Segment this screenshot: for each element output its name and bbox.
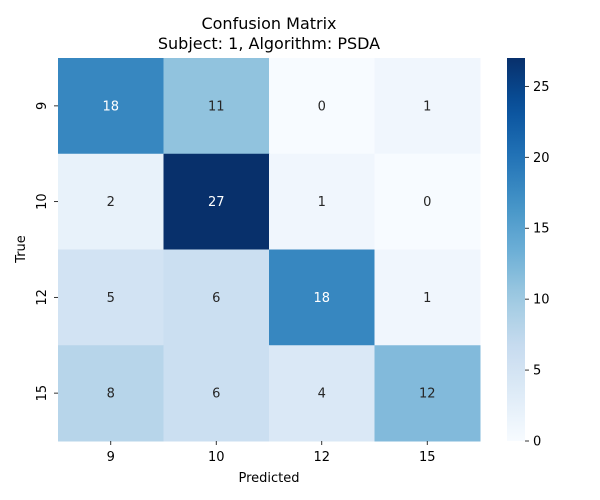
colorbar-tick-label: 15 xyxy=(533,222,550,237)
heatmap-cell xyxy=(163,345,270,442)
heatmap-cell xyxy=(58,345,164,442)
heatmap-cell xyxy=(374,58,481,155)
x-tick-label: 10 xyxy=(208,450,225,465)
cell-value-label: 5 xyxy=(107,291,115,306)
x-axis-label: Predicted xyxy=(238,471,299,486)
colorbar-ticks: 0 5 10 15 20 25 xyxy=(525,80,550,450)
cell-value-label: 18 xyxy=(102,99,119,114)
colorbar-tick-label: 5 xyxy=(533,364,541,379)
cell-value-label: 1 xyxy=(318,195,326,210)
heatmap-cell xyxy=(269,58,375,155)
y-tick-label: 10 xyxy=(35,193,50,210)
cell-value-label: 11 xyxy=(208,99,225,114)
cell-value-label: 6 xyxy=(212,387,220,402)
heatmap-cells xyxy=(58,58,481,442)
y-axis-label: True xyxy=(14,235,29,264)
heatmap-cell xyxy=(58,249,164,346)
chart-title: Confusion Matrix xyxy=(201,14,336,33)
x-tick-label: 9 xyxy=(107,450,115,465)
cell-value-label: 1 xyxy=(423,291,431,306)
heatmap-cell-labels: 18 11 0 12 27 1 05 6 18 18 6 4 12 xyxy=(102,99,435,401)
x-tick-label: 12 xyxy=(313,450,330,465)
y-tick-label: 9 xyxy=(35,102,50,110)
colorbar xyxy=(507,58,525,441)
heatmap-cell xyxy=(374,153,481,250)
colorbar-tick-label: 25 xyxy=(533,80,550,95)
heatmap-cell xyxy=(163,58,270,155)
y-tick-label: 12 xyxy=(35,289,50,306)
heatmap-cell xyxy=(58,153,164,250)
y-axis-ticks: 9 10 12 15 xyxy=(35,102,58,402)
cell-value-label: 27 xyxy=(208,195,225,210)
heatmap-cell xyxy=(269,345,375,442)
heatmap-cell xyxy=(163,249,270,346)
cell-value-label: 8 xyxy=(107,387,115,402)
cell-value-label: 0 xyxy=(318,99,326,114)
heatmap-cell xyxy=(269,249,375,346)
heatmap-cell xyxy=(163,153,270,250)
cell-value-label: 2 xyxy=(107,195,115,210)
colorbar-tick-label: 0 xyxy=(533,435,541,450)
y-tick-label: 15 xyxy=(35,385,50,402)
cell-value-label: 4 xyxy=(318,387,326,402)
heatmap-cell xyxy=(269,153,375,250)
colorbar-tick-label: 20 xyxy=(533,151,550,166)
heatmap-cell xyxy=(374,345,481,442)
colorbar-tick-label: 10 xyxy=(533,293,550,308)
cell-value-label: 12 xyxy=(419,387,436,402)
cell-value-label: 18 xyxy=(313,291,330,306)
heatmap-cell xyxy=(374,249,481,346)
cell-value-label: 1 xyxy=(423,99,431,114)
cell-value-label: 6 xyxy=(212,291,220,306)
x-axis-ticks: 9 10 12 15 xyxy=(107,441,436,465)
x-tick-label: 15 xyxy=(419,450,436,465)
chart-subtitle: Subject: 1, Algorithm: PSDA xyxy=(158,34,380,53)
cell-value-label: 0 xyxy=(423,195,431,210)
heatmap-cell xyxy=(58,58,164,155)
